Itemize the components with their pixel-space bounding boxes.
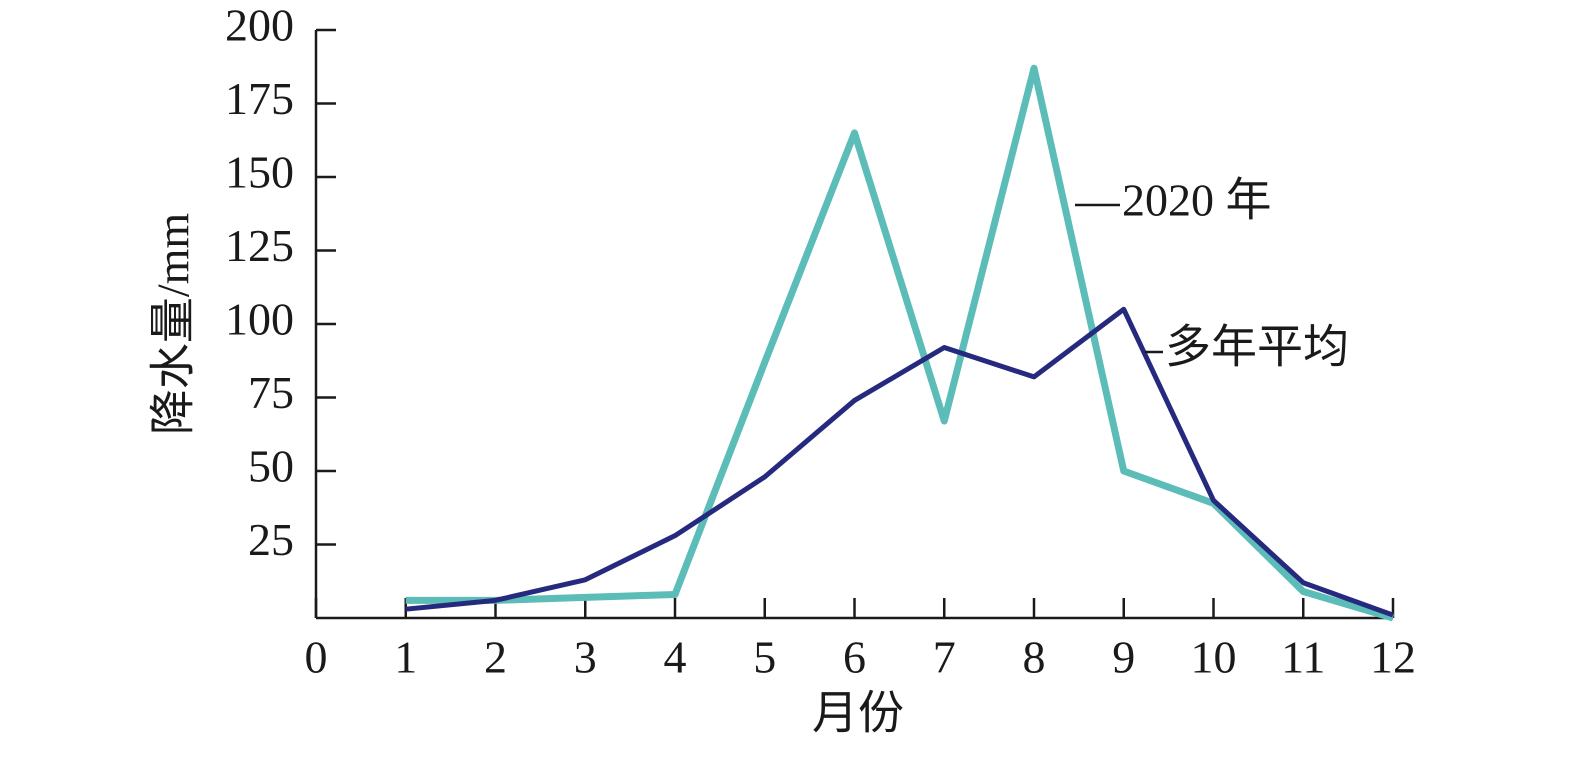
series-label: 2020 年 xyxy=(1122,175,1272,226)
x-tick-label: 9 xyxy=(1112,632,1135,683)
x-tick-label: 2 xyxy=(484,632,507,683)
x-tick-label: 3 xyxy=(574,632,597,683)
x-tick-label: 5 xyxy=(753,632,776,683)
y-tick-label: 100 xyxy=(225,294,294,345)
x-tick-label: 8 xyxy=(1023,632,1046,683)
x-tick-label: 6 xyxy=(843,632,866,683)
y-tick-label: 75 xyxy=(248,367,294,418)
x-tick-label: 12 xyxy=(1370,632,1416,683)
series-label: 多年平均 xyxy=(1165,322,1349,373)
x-tick-label: 4 xyxy=(664,632,687,683)
y-tick-label: 50 xyxy=(248,441,294,492)
x-axis-label: 月份 xyxy=(812,688,904,739)
y-tick-label: 125 xyxy=(225,220,294,271)
series-line xyxy=(405,64,1394,622)
series-line xyxy=(405,306,1394,618)
x-tick-label: 7 xyxy=(933,632,956,683)
x-tick-label: 1 xyxy=(394,632,417,683)
x-tick-label: 11 xyxy=(1281,632,1325,683)
x-tick-label: 0 xyxy=(305,632,328,683)
x-tick-label: 10 xyxy=(1191,632,1237,683)
y-tick-label: 25 xyxy=(248,514,294,565)
y-tick-label: 150 xyxy=(225,147,294,198)
y-tick-label: 200 xyxy=(225,0,294,51)
y-tick-label: 175 xyxy=(225,73,294,124)
y-axis-label: 降水量/mm xyxy=(148,213,199,436)
